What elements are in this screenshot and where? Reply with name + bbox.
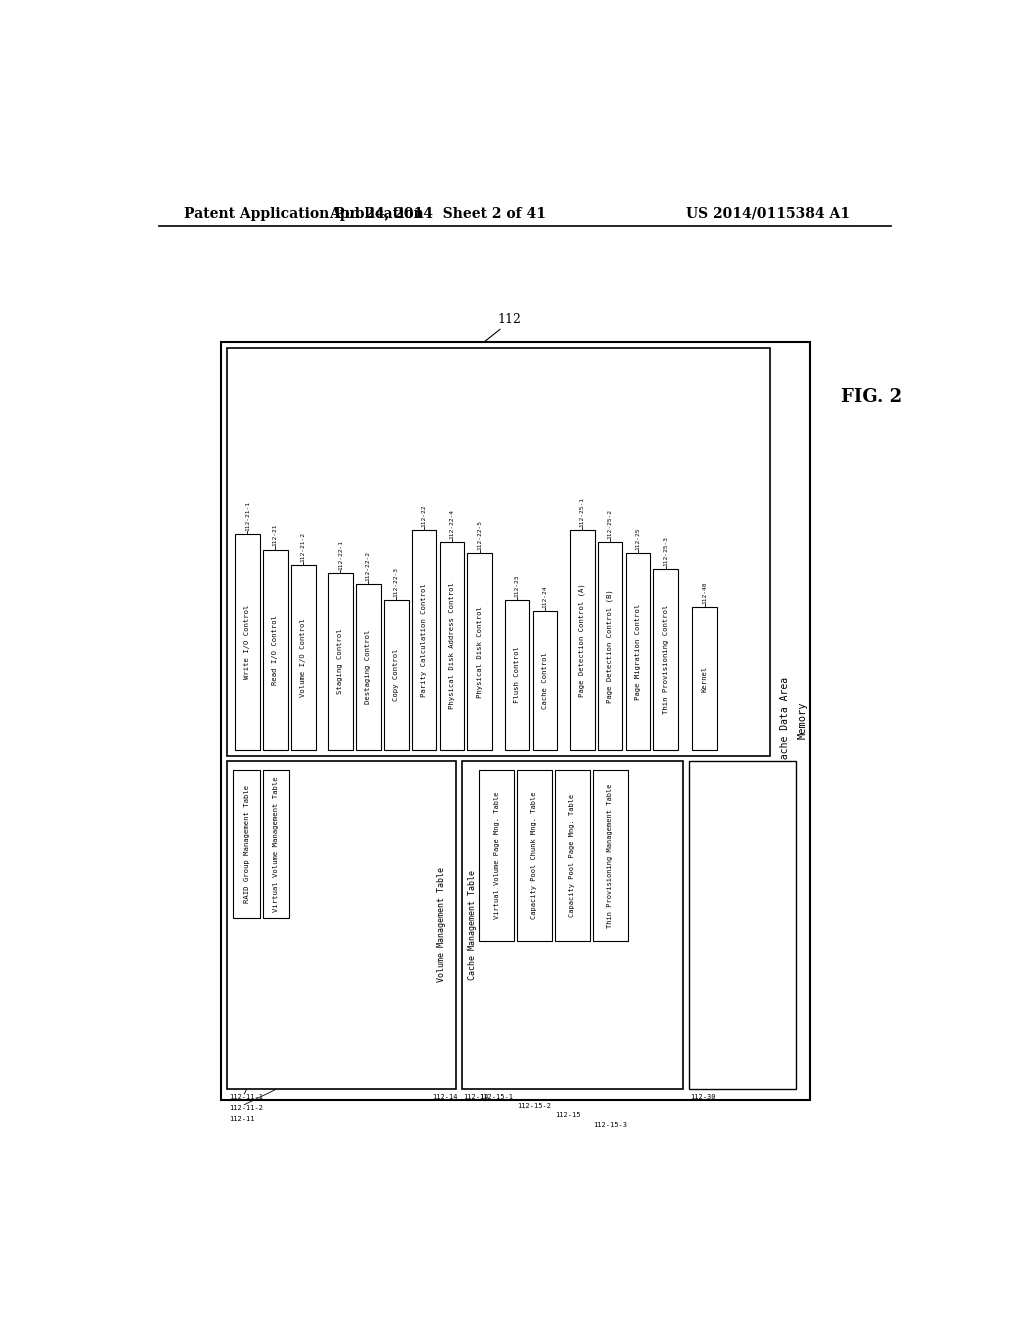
Text: Page Migration Control: Page Migration Control [635, 603, 641, 700]
Text: Write I/O Control: Write I/O Control [245, 605, 250, 680]
Bar [356, 585, 381, 750]
Text: 112-11-1: 112-11-1 [228, 1094, 263, 1100]
Text: 112-15-2: 112-15-2 [517, 1104, 551, 1109]
Bar [569, 531, 595, 750]
Text: Apr. 24, 2014  Sheet 2 of 41: Apr. 24, 2014 Sheet 2 of 41 [330, 207, 547, 220]
Text: Physical Disk Address Control: Physical Disk Address Control [449, 582, 455, 709]
Bar [555, 770, 590, 941]
Text: 112-15: 112-15 [555, 1113, 581, 1118]
Text: 112-11: 112-11 [228, 1115, 254, 1122]
Bar [439, 543, 464, 750]
Text: 112-25-2: 112-25-2 [607, 508, 612, 539]
Text: 112-23: 112-23 [514, 574, 519, 597]
Text: FIG. 2: FIG. 2 [842, 388, 902, 407]
Text: Virtual Volume Page Mng. Table: Virtual Volume Page Mng. Table [494, 792, 500, 919]
Text: 112-24: 112-24 [543, 586, 548, 609]
Bar [328, 573, 352, 750]
Text: 112-22-1: 112-22-1 [338, 540, 343, 570]
Text: Flush Control: Flush Control [514, 647, 520, 704]
Bar [467, 553, 493, 750]
Text: 112: 112 [498, 313, 521, 326]
Text: 112-11-2: 112-11-2 [228, 1105, 263, 1110]
Text: Page Detection Control (A): Page Detection Control (A) [579, 583, 586, 697]
Text: Staging Control: Staging Control [337, 628, 343, 694]
Bar [598, 543, 623, 750]
Bar [689, 760, 796, 1089]
Bar [479, 770, 514, 941]
Text: Read I/O Control: Read I/O Control [272, 615, 279, 685]
Bar [227, 348, 770, 756]
Text: 112-14: 112-14 [464, 1094, 489, 1100]
Text: Cache Control: Cache Control [542, 652, 548, 709]
Bar [505, 599, 529, 750]
Text: Physical Disk Control: Physical Disk Control [477, 606, 483, 697]
Bar [291, 565, 315, 750]
Text: 112-30: 112-30 [690, 1094, 716, 1100]
Text: Capacity Pool Page Mng. Table: Capacity Pool Page Mng. Table [569, 793, 575, 917]
Text: Copy Control: Copy Control [393, 648, 399, 701]
Bar [227, 760, 456, 1089]
Text: 112-22-4: 112-22-4 [450, 508, 455, 539]
Text: Patent Application Publication: Patent Application Publication [183, 207, 424, 220]
Text: Memory: Memory [798, 702, 807, 739]
Text: Capacity Pool Chunk Mng. Table: Capacity Pool Chunk Mng. Table [531, 792, 538, 919]
Text: 112-15-3: 112-15-3 [593, 1122, 627, 1127]
Text: Thin Provisioning Control: Thin Provisioning Control [663, 605, 669, 714]
Text: 112-25-1: 112-25-1 [580, 498, 585, 527]
Text: 112-25-3: 112-25-3 [664, 536, 669, 566]
Bar [517, 770, 552, 941]
Text: Volume Management Table: Volume Management Table [437, 867, 446, 982]
Bar [626, 553, 650, 750]
Bar [234, 535, 260, 750]
Bar [263, 549, 288, 750]
Bar [263, 770, 289, 917]
Text: 112-25: 112-25 [636, 528, 640, 550]
Text: US 2014/0115384 A1: US 2014/0115384 A1 [686, 207, 850, 220]
Bar [462, 760, 683, 1089]
Text: 112-22-3: 112-22-3 [393, 566, 398, 597]
Bar [532, 611, 557, 750]
Text: 112-21-2: 112-21-2 [301, 532, 305, 562]
Text: Kernel: Kernel [701, 665, 708, 692]
Text: Cache Management Table: Cache Management Table [468, 870, 477, 979]
Bar [221, 342, 810, 1100]
Text: 112-21: 112-21 [272, 524, 278, 546]
Bar [653, 569, 678, 750]
Text: 112-14: 112-14 [432, 1094, 458, 1100]
Text: RAID Group Management Table: RAID Group Management Table [244, 784, 250, 903]
Bar [384, 599, 409, 750]
Text: 112-22: 112-22 [422, 504, 427, 527]
Text: 112-15-1: 112-15-1 [479, 1094, 513, 1100]
Text: Volume I/O Control: Volume I/O Control [300, 618, 306, 697]
Text: Page Detection Control (B): Page Detection Control (B) [607, 589, 613, 702]
Bar [593, 770, 628, 941]
Text: 112-40: 112-40 [702, 582, 708, 605]
Text: Thin Provisioning Management Table: Thin Provisioning Management Table [607, 783, 613, 928]
Text: 112-22-2: 112-22-2 [366, 552, 371, 581]
Bar [233, 770, 260, 917]
Text: 112-22-5: 112-22-5 [477, 520, 482, 550]
Text: Destaging Control: Destaging Control [366, 630, 372, 704]
Bar [412, 531, 436, 750]
Text: Parity Calculation Control: Parity Calculation Control [421, 583, 427, 697]
Bar [692, 607, 717, 750]
Text: Cache Data Area: Cache Data Area [780, 676, 791, 764]
Text: 112-21-1: 112-21-1 [245, 502, 250, 531]
Text: Virtual Volume Management Table: Virtual Volume Management Table [273, 776, 279, 912]
